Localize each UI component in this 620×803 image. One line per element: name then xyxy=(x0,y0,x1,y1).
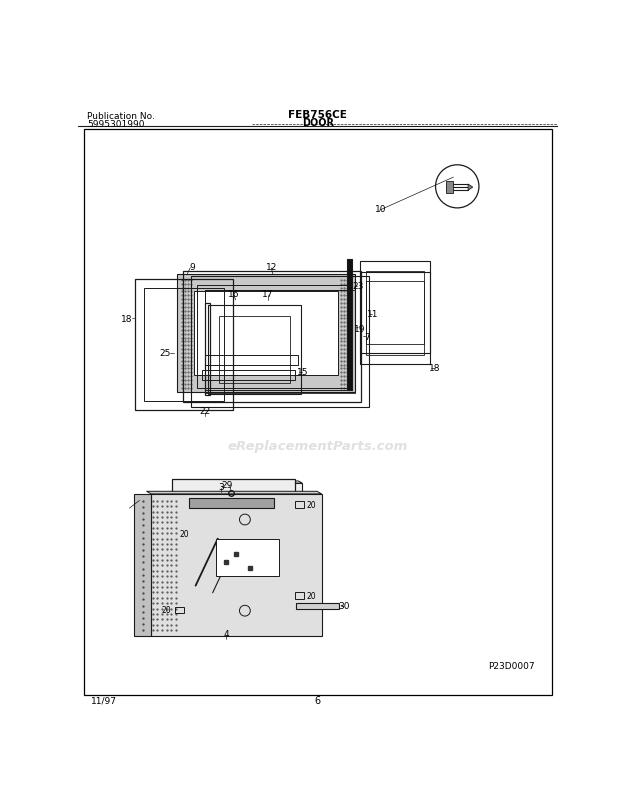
Text: P23D0007: P23D0007 xyxy=(489,661,535,670)
Text: 12: 12 xyxy=(265,263,277,271)
Polygon shape xyxy=(446,181,453,194)
Polygon shape xyxy=(180,483,303,626)
Text: 20: 20 xyxy=(179,530,189,539)
Text: FEB756CE: FEB756CE xyxy=(288,109,347,120)
Polygon shape xyxy=(468,185,472,191)
Text: 3: 3 xyxy=(218,482,224,491)
Text: 11: 11 xyxy=(367,310,379,319)
Text: 18: 18 xyxy=(428,364,440,373)
Polygon shape xyxy=(172,479,294,622)
Text: 17: 17 xyxy=(262,290,274,299)
Polygon shape xyxy=(177,275,355,393)
Text: 29: 29 xyxy=(222,480,233,489)
Text: 30: 30 xyxy=(338,601,350,610)
Text: Publication No.: Publication No. xyxy=(87,112,154,120)
Text: 15: 15 xyxy=(297,368,309,377)
Text: 10: 10 xyxy=(375,205,387,214)
Text: 20: 20 xyxy=(307,591,317,601)
Text: 20: 20 xyxy=(161,605,171,614)
Polygon shape xyxy=(347,260,352,391)
Polygon shape xyxy=(146,491,322,495)
Polygon shape xyxy=(194,291,339,376)
Text: 16: 16 xyxy=(228,290,239,299)
Text: 4: 4 xyxy=(223,630,229,638)
Text: 6: 6 xyxy=(315,695,321,705)
Text: DOOR: DOOR xyxy=(302,118,334,128)
Polygon shape xyxy=(188,498,274,508)
Text: 9: 9 xyxy=(189,263,195,271)
Text: 22: 22 xyxy=(200,406,211,415)
Polygon shape xyxy=(296,603,339,609)
Text: 11/97: 11/97 xyxy=(92,695,117,704)
Text: 25: 25 xyxy=(160,349,171,357)
Text: 5995301990: 5995301990 xyxy=(87,120,144,128)
Text: 18: 18 xyxy=(121,315,133,324)
Text: eReplacementParts.com: eReplacementParts.com xyxy=(228,440,408,453)
Polygon shape xyxy=(175,481,303,483)
Polygon shape xyxy=(216,540,279,577)
Text: 20: 20 xyxy=(307,500,317,509)
Text: 23: 23 xyxy=(353,282,364,291)
Polygon shape xyxy=(151,495,322,637)
Polygon shape xyxy=(134,495,151,637)
Text: 19: 19 xyxy=(354,325,366,334)
Text: 7: 7 xyxy=(364,332,370,341)
